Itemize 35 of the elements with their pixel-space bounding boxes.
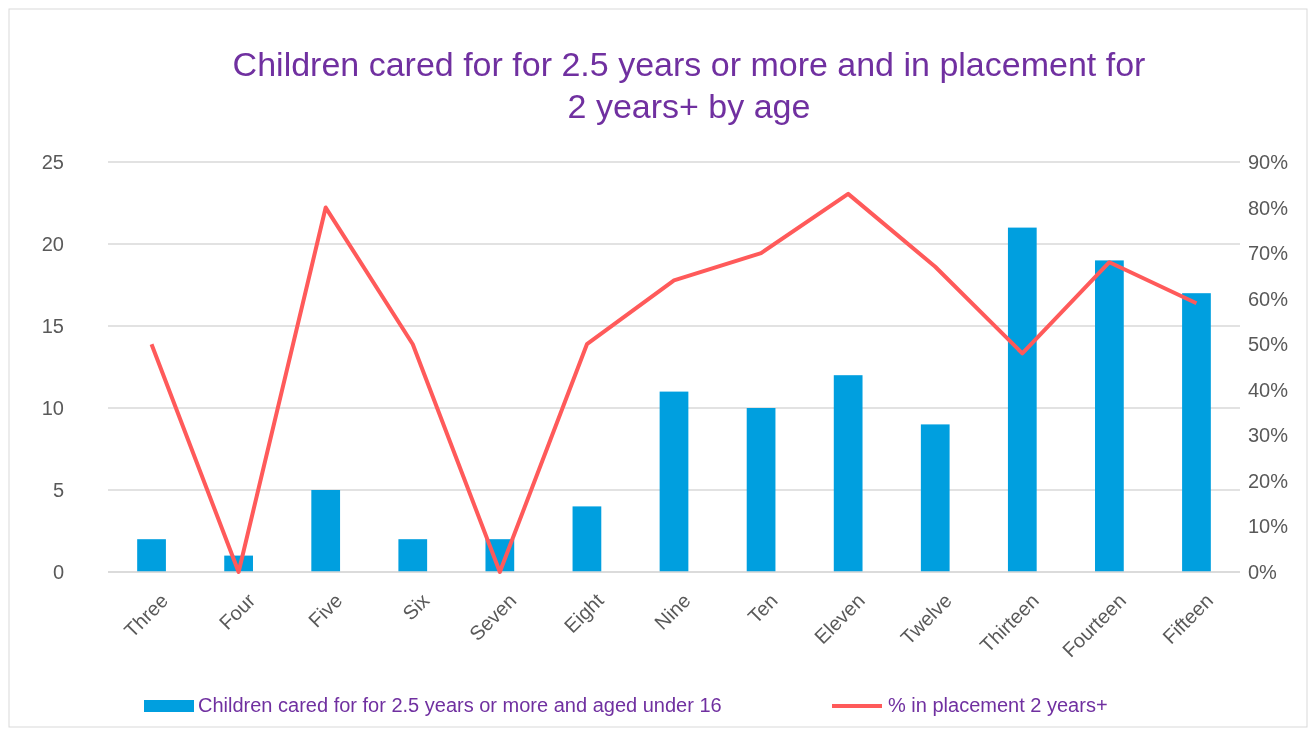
bar (398, 539, 428, 572)
bar (1007, 227, 1037, 572)
y-tick-label: 10 (41, 397, 64, 419)
y-tick-label: 0 (52, 561, 64, 583)
legend-label: Children cared for for 2.5 years or more and aged under 16 (198, 694, 722, 716)
line-series (149, 191, 1199, 574)
bar (746, 408, 776, 572)
y-tick-label: 15 (41, 315, 64, 337)
y2-tick-label: 70% (1248, 242, 1289, 265)
y2-tick-label: 80% (1248, 196, 1289, 219)
bar (311, 490, 341, 572)
y-tick-label: 20 (41, 233, 64, 255)
x-tick-label: Nine (650, 589, 695, 634)
x-tick-label: Ten (743, 589, 782, 628)
y-tick-label: 5 (52, 479, 64, 501)
y2-tick-label: 40% (1248, 378, 1289, 401)
chart-title: Children cared for for 2.5 years or more and in placement for 2 years+ by age (232, 45, 1146, 125)
x-tick-label: Five (304, 589, 347, 632)
bar (1095, 260, 1124, 572)
y2-tick-label: 60% (1248, 287, 1289, 310)
bar (137, 539, 166, 572)
x-tick-label: Six (398, 589, 434, 625)
bar (572, 506, 602, 572)
bar (659, 391, 689, 572)
y2-tick-label: 90% (1248, 151, 1289, 173)
y2-tick-label: 30% (1248, 424, 1289, 447)
legend-label: % in placement 2 years+ (888, 694, 1108, 716)
y2-tick-label: 10% (1248, 515, 1289, 538)
y2-tick-label: 0% (1248, 561, 1278, 583)
bar (920, 424, 950, 572)
bar (1182, 293, 1211, 572)
y2-tick-label: 20% (1248, 469, 1289, 492)
y2-tick-label: 50% (1248, 333, 1289, 356)
bar (833, 375, 863, 572)
y-tick-label: 25 (41, 151, 64, 173)
